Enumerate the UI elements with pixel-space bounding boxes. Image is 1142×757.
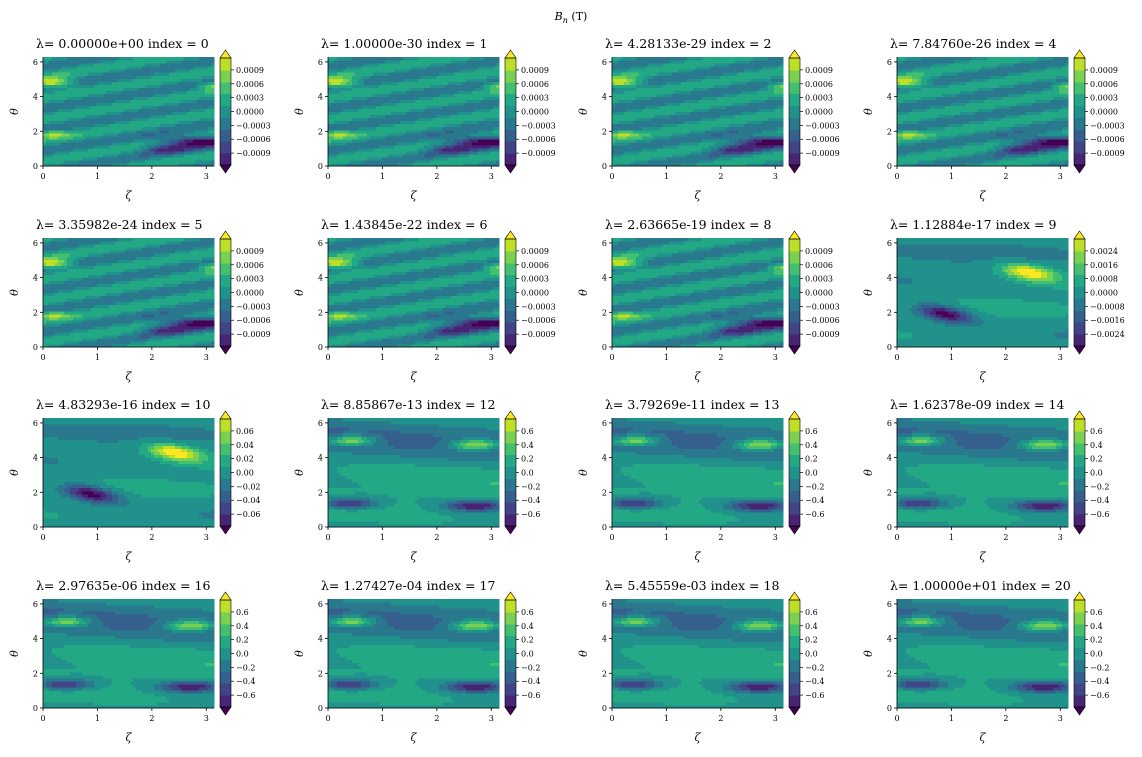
x-tick-label: 3 [204,172,209,181]
x-tick-label: 0 [40,172,45,181]
y-tick-label: 6 [33,58,38,67]
y-tick-label: 0 [33,162,38,171]
colorbar-segment [220,153,231,165]
figure-suptitle: Bn (T) [554,10,588,25]
x-axis-label: ζ [126,189,133,202]
heatmap [43,57,215,167]
lambda-label: λ= [36,36,58,51]
y-tick-label: 4 [33,93,38,102]
colorbar-tick-label: 0.0009 [236,66,264,75]
lambda-label: λ= [321,36,343,51]
x-tick-label: 2 [149,172,154,181]
colorbar-segment [220,129,231,141]
colorbar [220,58,231,166]
lambda-value: 0.00000e+00 [58,36,147,51]
colorbar-segment [220,141,231,153]
colorbar-extend-min [220,165,231,173]
heatmap-cell [211,57,215,61]
colorbar-tick-label: 0.0003 [236,94,264,103]
index-label: index = [148,36,201,51]
index-value: 1 [480,36,488,51]
panel-title: λ= 0.00000e+00 index = 0 [36,36,209,51]
colorbar-tick-label: −0.0009 [236,149,271,158]
lambda-value: 1.00000e-30 [343,36,426,51]
panel-grid: λ= 0.00000e+00 index = 00 1 2 30246ζθ0.0009… [8,36,1125,744]
heatmap [328,57,500,167]
panel-title: λ= 1.00000e-30 index = 1 [321,36,487,51]
colorbar-tick-label: −0.0006 [236,135,271,144]
colorbar-segment [220,82,231,94]
index-value: 0 [201,36,209,51]
y-axis-label: θ [8,108,21,115]
colorbar-extend-max [220,50,231,58]
colorbar-tick-label: −0.0003 [236,121,271,130]
colorbar-tick-label: 0.0000 [236,108,264,117]
colorbar-segment [220,70,231,82]
index-label: index = [427,36,480,51]
colorbar-segment [220,58,231,70]
x-tick-label: 1 [95,172,100,181]
colorbar-segment [220,94,231,106]
colorbar-segment [220,117,231,129]
colorbar-segment [220,106,231,118]
panel: λ= 1.00000e-30 index = 10 1 2 30246ζθ0.0009… [293,36,556,202]
colorbar-tick-label: 0.0006 [236,80,264,89]
panel: λ= 0.00000e+00 index = 00 1 2 30246ζθ0.0009… [8,36,271,202]
y-tick-label: 2 [33,127,38,136]
